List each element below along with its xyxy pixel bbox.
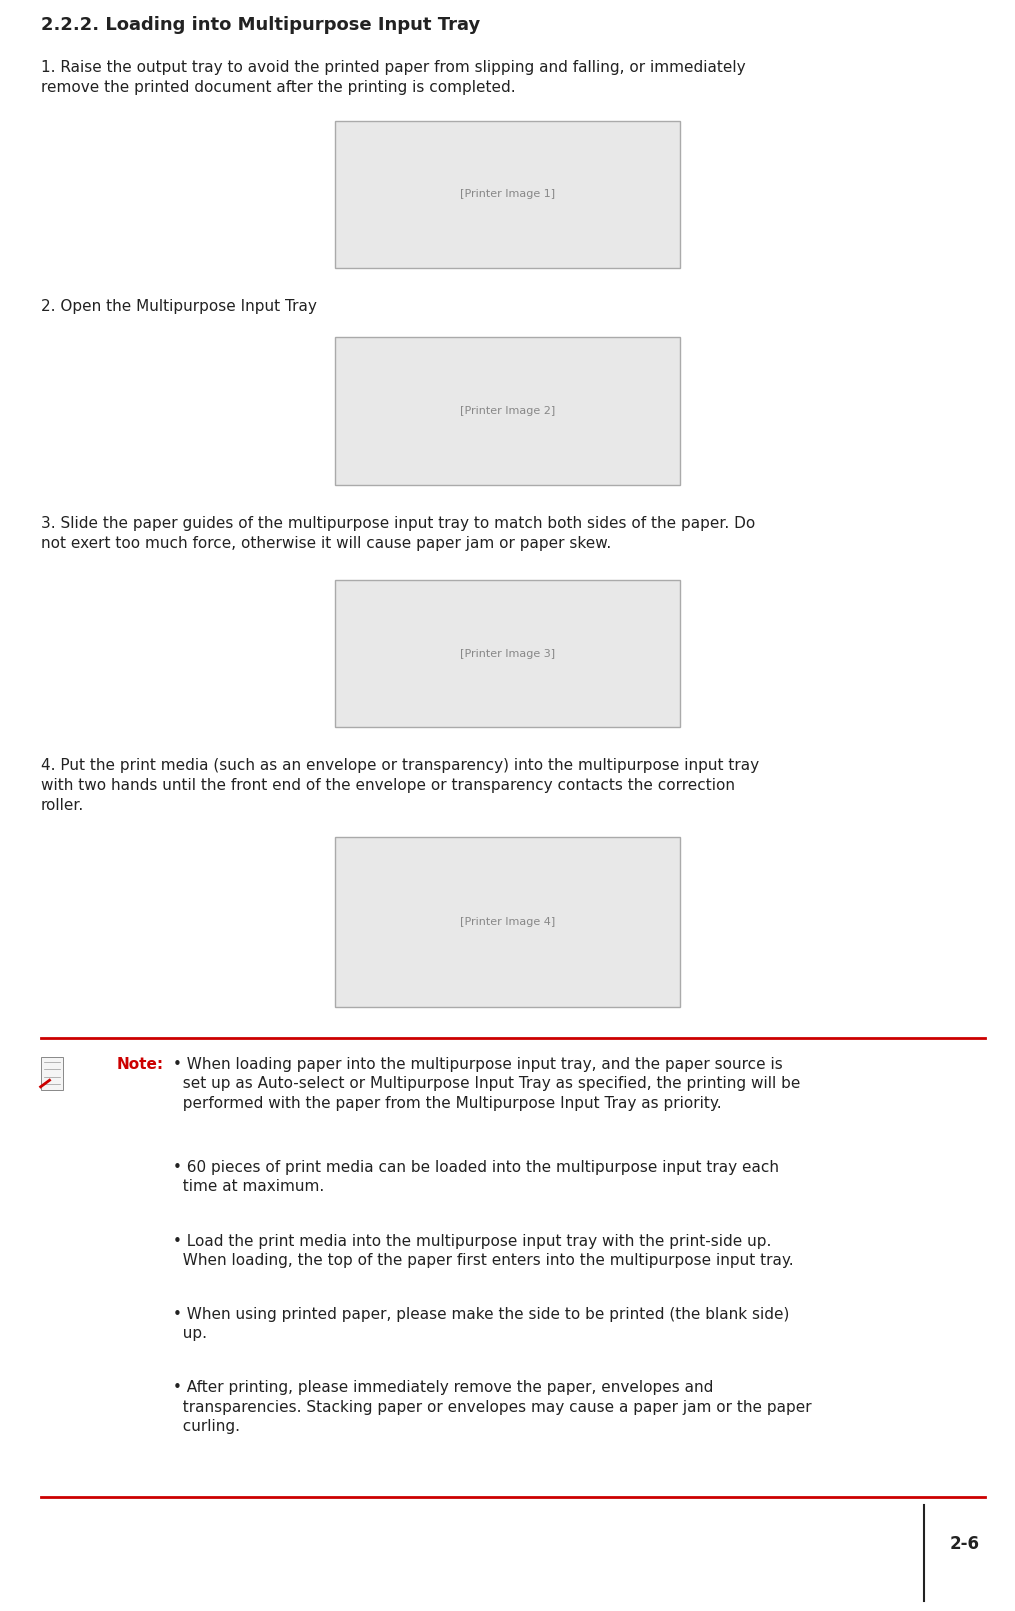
Text: [Printer Image 3]: [Printer Image 3] bbox=[460, 649, 555, 659]
Text: 1. Raise the output tray to avoid the printed paper from slipping and falling, o: 1. Raise the output tray to avoid the pr… bbox=[41, 60, 745, 95]
FancyBboxPatch shape bbox=[335, 838, 680, 1007]
Text: 2-6: 2-6 bbox=[949, 1535, 979, 1553]
Text: 4. Put the print media (such as an envelope or transparency) into the multipurpo: 4. Put the print media (such as an envel… bbox=[41, 759, 759, 812]
FancyBboxPatch shape bbox=[335, 580, 680, 728]
Text: • When using printed paper, please make the side to be printed (the blank side)
: • When using printed paper, please make … bbox=[173, 1307, 789, 1342]
Text: 2.2.2. Loading into Multipurpose Input Tray: 2.2.2. Loading into Multipurpose Input T… bbox=[41, 16, 480, 34]
Text: • When loading paper into the multipurpose input tray, and the paper source is
 : • When loading paper into the multipurpo… bbox=[173, 1057, 800, 1110]
Text: 3. Slide the paper guides of the multipurpose input tray to match both sides of : 3. Slide the paper guides of the multipu… bbox=[41, 516, 755, 551]
Text: • After printing, please immediately remove the paper, envelopes and
  transpare: • After printing, please immediately rem… bbox=[173, 1381, 811, 1434]
Text: [Printer Image 2]: [Printer Image 2] bbox=[460, 406, 555, 416]
Text: [Printer Image 4]: [Printer Image 4] bbox=[460, 917, 555, 926]
Text: Note:: Note: bbox=[117, 1057, 163, 1073]
Text: • 60 pieces of print media can be loaded into the multipurpose input tray each
 : • 60 pieces of print media can be loaded… bbox=[173, 1160, 779, 1194]
FancyBboxPatch shape bbox=[335, 121, 680, 269]
FancyBboxPatch shape bbox=[335, 337, 680, 485]
Text: [Printer Image 1]: [Printer Image 1] bbox=[460, 190, 555, 200]
Text: • Load the print media into the multipurpose input tray with the print-side up.
: • Load the print media into the multipur… bbox=[173, 1234, 793, 1268]
FancyBboxPatch shape bbox=[41, 1057, 63, 1091]
Text: 2. Open the Multipurpose Input Tray: 2. Open the Multipurpose Input Tray bbox=[41, 300, 317, 314]
